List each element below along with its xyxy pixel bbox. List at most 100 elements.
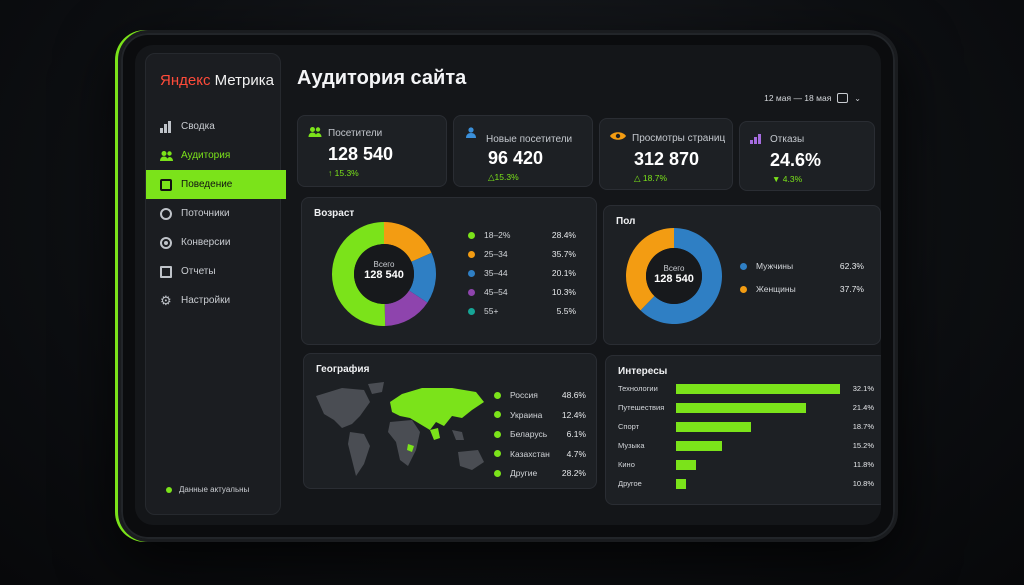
interest-bar: [676, 422, 752, 432]
kpi-delta: △ 18.7%: [634, 173, 668, 183]
legend-row: Женщины 37.7%: [740, 284, 864, 294]
date-range-picker[interactable]: 12 мая — 18 мая ⌄: [764, 93, 861, 103]
legend-dot-icon: [494, 411, 501, 418]
legend-row: Украина 12.4%: [494, 410, 586, 420]
kpi-card-visitors[interactable]: Посетители 128 540 ↑ 15.3%: [297, 115, 447, 187]
donut-slice: [640, 228, 722, 324]
sidebar-item-label: Поточники: [181, 208, 230, 219]
sidebar-item-reports[interactable]: Отчеты: [146, 257, 280, 286]
user-icon: [466, 127, 476, 141]
kpi-card-pageviews[interactable]: Просмотры страниц 312 870 △ 18.7%: [599, 118, 733, 190]
legend-label: 25–34: [484, 249, 508, 259]
interest-value: 21.4%: [852, 403, 874, 412]
legend-value: 12.4%: [561, 409, 586, 420]
legend-value: 35.7%: [551, 249, 576, 259]
donut-center-value: 128 540: [364, 269, 404, 281]
legend-row: Другие 28.2%: [494, 468, 586, 478]
data-status: Данные актуальны: [166, 485, 249, 494]
sidebar-item-sources[interactable]: Поточники: [146, 199, 280, 228]
legend-label: Казахстан: [510, 448, 550, 459]
kpi-delta: ▼ 4.3%: [772, 174, 803, 184]
legend-row: 18–2% 28.4%: [468, 230, 576, 240]
kpi-value: 24.6%: [770, 150, 822, 170]
sidebar-item-label: Отчеты: [181, 266, 216, 277]
sidebar-item-behavior[interactable]: Поведение: [146, 170, 286, 199]
interests-card: Интересы Технологии 32.1% Путешествия 21.4%…: [605, 355, 881, 505]
legend-row: Казахстан 4.7%: [494, 449, 586, 459]
gender-donut-chart: [626, 228, 722, 324]
legend-value: 5.5%: [556, 306, 576, 316]
interest-bar: [676, 460, 696, 470]
kpi-label: Отказы: [770, 134, 805, 145]
triangle-up-icon: △: [634, 173, 641, 183]
donut-slice: [384, 290, 428, 326]
legend-label: Другие: [510, 468, 538, 478]
status-text: Данные актуальны: [179, 485, 250, 494]
bar-chart-icon: [160, 120, 172, 133]
legend-label: Беларусь: [510, 429, 548, 439]
kpi-value: 96 420: [488, 148, 544, 168]
sidebar-item-audience[interactable]: Аудитория: [146, 141, 280, 170]
kpi-delta: ↑ 15.3%: [328, 168, 359, 178]
sidebar-item-conversions[interactable]: Конверсии: [146, 228, 280, 257]
legend-value: 20.1%: [551, 268, 576, 278]
interest-value: 32.1%: [852, 384, 874, 393]
interest-row: Музыка 15.2%: [618, 439, 874, 453]
legend-dot-icon: [494, 469, 501, 477]
interest-label: Спорт: [618, 422, 640, 431]
legend-row: 45–54 10.3%: [468, 287, 576, 297]
kpi-label: Просмотры страниц: [632, 133, 726, 144]
sidebar-item-settings[interactable]: ⚙ Настройки: [146, 286, 280, 315]
legend-dot-icon: [494, 430, 501, 438]
target-icon: [160, 236, 172, 249]
donut-center-label: Всего: [663, 264, 685, 273]
interest-row: Другое 10.8%: [618, 477, 874, 491]
page-title: Аудитория сайта: [297, 67, 467, 89]
sidebar-item-label: Конверсии: [181, 237, 231, 248]
kpi-label: Посетители: [328, 128, 383, 139]
interest-row: Кино 11.8%: [618, 458, 874, 472]
legend-label: Россия: [510, 390, 538, 400]
interest-bar: [676, 384, 840, 394]
interest-label: Музыка: [618, 441, 645, 450]
age-donut-chart: [331, 222, 436, 326]
legend-row: Беларусь 6.1%: [494, 429, 586, 439]
document-icon: [160, 265, 172, 278]
interest-value: 10.8%: [852, 479, 874, 488]
sidebar-nav: Сводка Аудитория Поведение Поточники: [146, 112, 286, 315]
legend-dot-icon: [468, 288, 475, 296]
kpi-card-bounces[interactable]: Отказы 24.6% ▼ 4.3%: [739, 121, 875, 191]
eye-icon: [610, 131, 626, 144]
interest-value: 15.2%: [852, 441, 874, 450]
tablet-device: Яндекс Метрика Сводка Аудитория: [118, 30, 898, 542]
geography-card: География: [303, 353, 597, 489]
arrow-up-icon: ↑: [328, 168, 333, 178]
kpi-card-new-visitors[interactable]: Новые посетители 96 420 △15.3%: [453, 115, 593, 187]
legend-value: 62.3%: [839, 261, 864, 271]
section-title: Пол: [616, 216, 636, 227]
kpi-delta: △15.3%: [488, 172, 519, 182]
interest-bar: [676, 441, 722, 451]
circle-icon: [160, 207, 172, 220]
kpi-value: 128 540: [328, 144, 394, 164]
interest-label: Кино: [618, 460, 635, 469]
date-range-text: 12 мая — 18 мая: [764, 93, 832, 103]
sidebar-item-summary[interactable]: Сводка: [146, 112, 280, 141]
legend-label: Мужчины: [756, 261, 794, 271]
kpi-label: Новые посетители: [486, 134, 573, 145]
users-icon: [160, 150, 173, 162]
legend-value: 48.6%: [561, 390, 586, 400]
legend-value: 37.7%: [839, 284, 864, 294]
legend-value: 28.4%: [551, 230, 576, 240]
donut-hole: [354, 244, 414, 304]
kpi-value: 312 870: [634, 149, 700, 169]
status-dot-icon: [166, 486, 172, 493]
sidebar-item-label: Аудитория: [181, 150, 231, 161]
interest-row: Путешествия 21.4%: [618, 401, 874, 415]
triangle-down-icon: ▼: [772, 174, 781, 184]
chevron-down-icon: ⌄: [854, 93, 861, 103]
logo-brand: Яндекс: [160, 72, 211, 89]
legend-label: 18–2%: [484, 230, 511, 240]
sidebar: Яндекс Метрика Сводка Аудитория: [145, 53, 286, 515]
app-logo[interactable]: Яндекс Метрика: [160, 72, 274, 89]
